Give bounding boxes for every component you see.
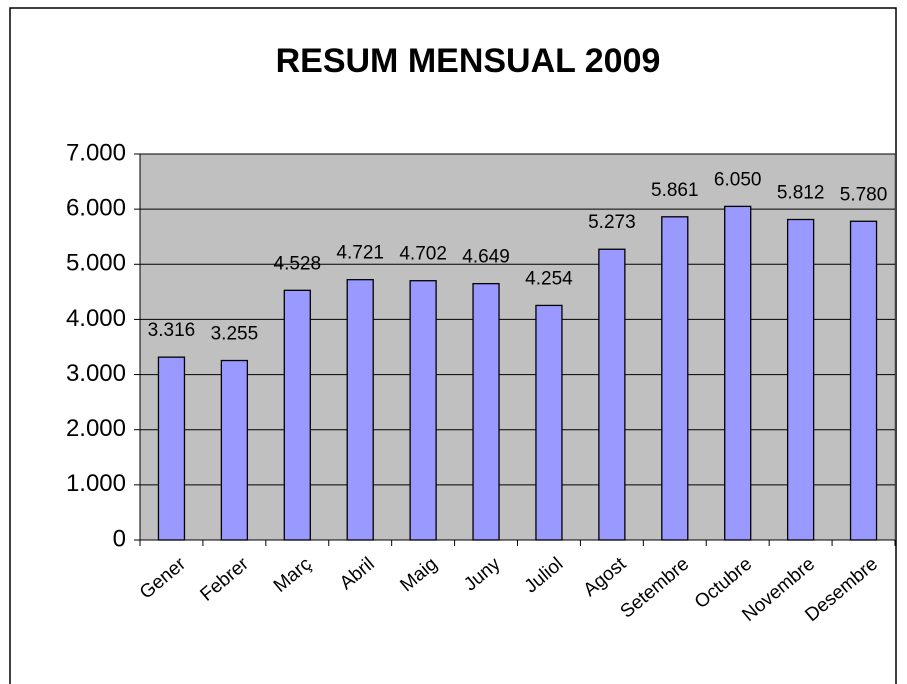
x-tick-label: Setembre xyxy=(617,554,694,623)
data-label: 4.528 xyxy=(274,253,322,274)
data-label: 3.316 xyxy=(148,320,196,341)
bar xyxy=(598,248,626,541)
chart-title: RESUM MENSUAL 2009 xyxy=(276,42,661,80)
bar xyxy=(472,282,500,541)
bar xyxy=(849,220,878,541)
bar xyxy=(157,356,186,541)
y-tick-label: 4.000 xyxy=(66,305,126,332)
y-tick-label: 0 xyxy=(113,525,126,552)
bar xyxy=(346,279,374,541)
data-label: 4.702 xyxy=(399,244,447,265)
data-label: 6.050 xyxy=(714,169,762,190)
plot-area xyxy=(139,153,896,541)
y-tick-label: 1.000 xyxy=(66,470,126,497)
data-label: 5.861 xyxy=(651,180,699,201)
data-label: 5.812 xyxy=(777,183,825,204)
x-tick-label: Abril xyxy=(336,554,379,595)
x-tick-label: Agost xyxy=(580,553,631,601)
data-label: 5.273 xyxy=(588,212,636,233)
x-tick-label: Gener xyxy=(136,553,190,603)
x-tick-label: Juny xyxy=(460,553,505,595)
x-tick-label: Juliol xyxy=(521,554,568,598)
bar xyxy=(535,304,563,541)
y-tick-label: 6.000 xyxy=(66,194,126,221)
bar xyxy=(283,289,311,541)
y-tick-label: 2.000 xyxy=(66,415,126,442)
data-label: 3.255 xyxy=(211,324,259,345)
data-label: 4.721 xyxy=(336,243,384,264)
bar xyxy=(724,205,752,541)
y-tick-label: 3.000 xyxy=(66,360,126,387)
x-tick-label: Maig xyxy=(397,554,442,597)
x-tick-label: Març xyxy=(270,554,316,597)
y-tick-label: 7.000 xyxy=(66,139,126,166)
bar xyxy=(786,218,815,541)
bar xyxy=(220,359,249,541)
data-label: 4.649 xyxy=(462,247,510,268)
data-label: 4.254 xyxy=(525,268,573,289)
y-tick-label: 5.000 xyxy=(66,250,126,277)
data-label: 5.780 xyxy=(840,184,888,205)
chart-border xyxy=(9,7,897,684)
bar xyxy=(409,280,437,541)
bar xyxy=(661,216,689,541)
x-tick-label: Febrer xyxy=(196,553,253,605)
